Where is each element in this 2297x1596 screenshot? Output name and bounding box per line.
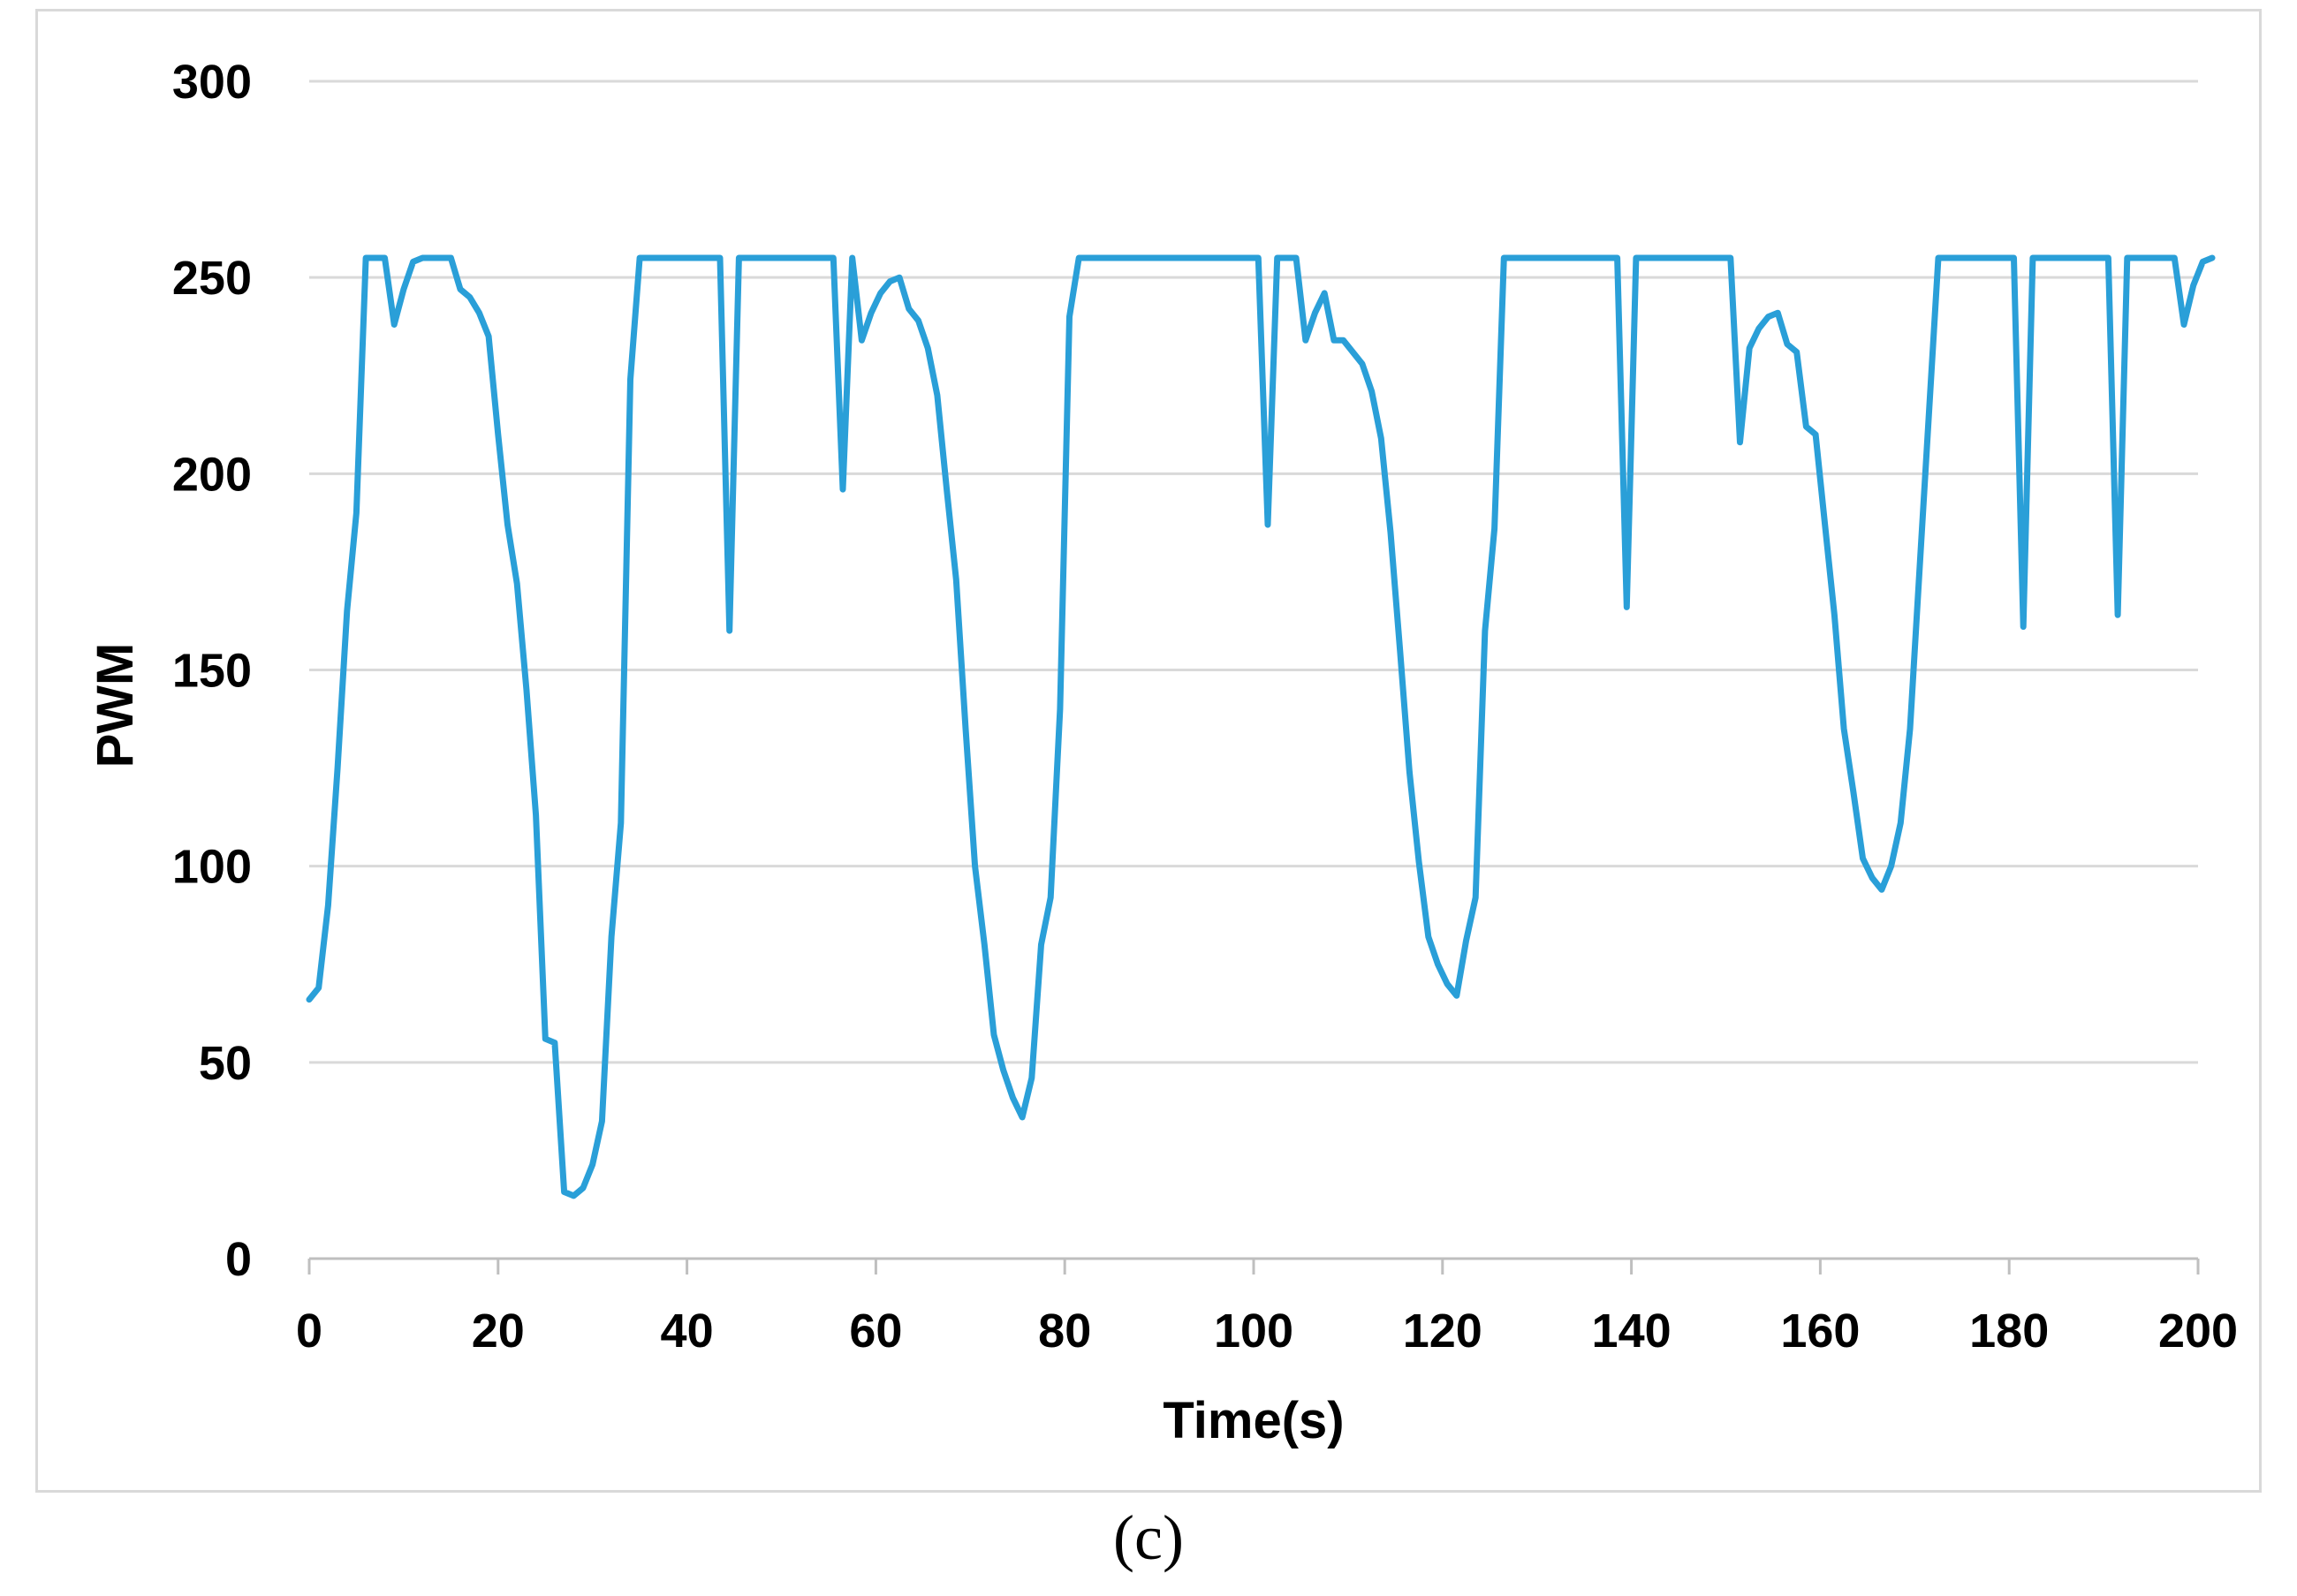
x-tick-label: 40	[661, 1305, 714, 1358]
grid-lines	[309, 79, 2198, 1064]
y-tick-label: 150	[172, 645, 252, 698]
y-tick-label: 0	[225, 1233, 252, 1286]
x-tick-label: 140	[1592, 1305, 1672, 1358]
chart-frame	[35, 9, 2262, 1493]
y-tick-label: 200	[172, 448, 252, 501]
y-tick-label: 300	[172, 56, 252, 109]
panel-caption: (c)	[1113, 1502, 1184, 1573]
x-tick-label: 160	[1780, 1305, 1860, 1358]
x-tick-label: 0	[296, 1305, 322, 1358]
y-tick-label: 250	[172, 252, 252, 305]
y-tick-label: 100	[172, 841, 252, 894]
x-tick-label: 60	[849, 1305, 902, 1358]
series-line	[306, 254, 2216, 1199]
x-axis	[307, 1257, 2200, 1275]
x-tick-label: 100	[1214, 1305, 1293, 1358]
line-chart: 0 50 100 150 200 250 300 0 20 40 60 80 100 120 140 160 1…	[87, 56, 2238, 1449]
x-tick-label: 80	[1038, 1305, 1091, 1358]
y-tick-label: 50	[199, 1037, 252, 1090]
y-axis-title: PWM	[87, 643, 144, 768]
x-tick-label: 120	[1403, 1305, 1482, 1358]
tick-labels: 0 50 100 150 200 250 300 0 20 40 60 80 100 120 140 160 1…	[172, 56, 2238, 1358]
x-tick-label: 20	[472, 1305, 525, 1358]
series-layer	[306, 254, 2216, 1199]
x-axis-title: Time(s)	[1163, 1392, 1344, 1449]
x-tick-label: 180	[1969, 1305, 2049, 1358]
x-tick-label: 200	[2158, 1305, 2238, 1358]
